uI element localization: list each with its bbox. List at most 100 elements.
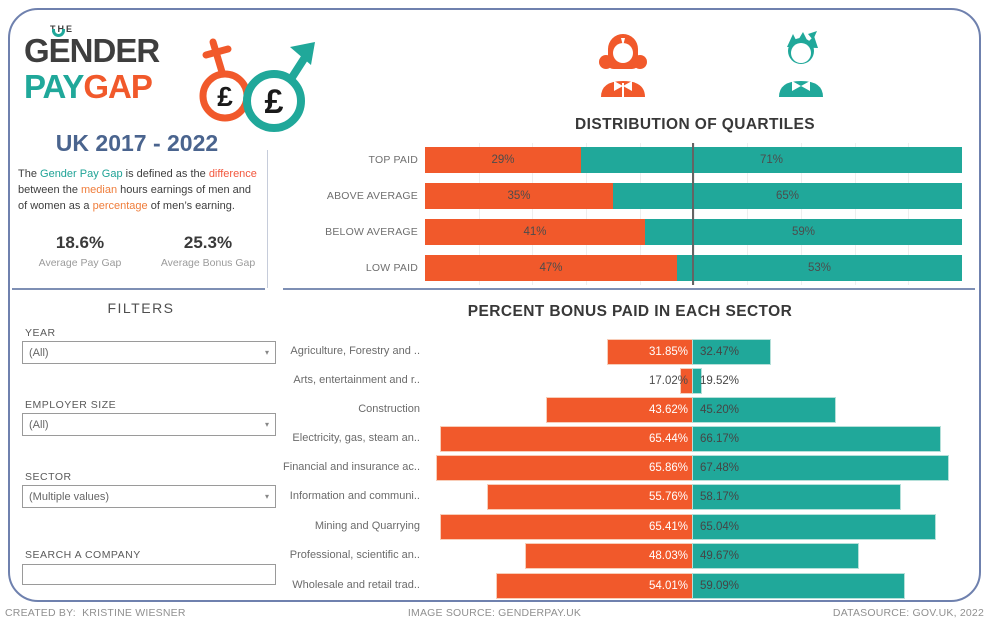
definition-text-segment: of women as a bbox=[18, 200, 93, 212]
female-bar[interactable] bbox=[608, 340, 693, 364]
employer-size-filter-dropdown[interactable]: (All) ▾ bbox=[22, 413, 276, 436]
female-bar-segment[interactable] bbox=[425, 219, 645, 245]
sector-row-label: Electricity, gas, steam an.. bbox=[292, 432, 420, 444]
definition-text-segment: percentage bbox=[92, 200, 148, 212]
male-bar[interactable] bbox=[693, 427, 940, 451]
male-value-label: 71% bbox=[759, 154, 784, 166]
quartile-row-label: LOW PAID bbox=[365, 262, 418, 274]
gender-symbols-icon: £ £ bbox=[199, 38, 315, 132]
female-value-label: 65.86% bbox=[648, 462, 688, 474]
male-value-label: 19.52% bbox=[700, 375, 740, 387]
gridline bbox=[478, 143, 480, 285]
male-bar[interactable] bbox=[693, 574, 904, 598]
filters-title: FILTERS bbox=[107, 300, 175, 316]
logo-word-pay: PAY bbox=[24, 68, 84, 105]
female-bar[interactable] bbox=[441, 515, 693, 539]
kpi-bonus-gap-label: Average Bonus Gap bbox=[160, 257, 256, 269]
dashboard-frame bbox=[8, 8, 981, 602]
kpi-pay-gap-value: 18.6% bbox=[55, 233, 105, 252]
sector-row-label: Construction bbox=[358, 403, 420, 415]
sector-row-label: Arts, entertainment and r.. bbox=[293, 374, 420, 386]
male-bar-segment[interactable] bbox=[581, 147, 962, 173]
male-value-label: 65% bbox=[775, 190, 800, 202]
sector-filter-label: SECTOR bbox=[25, 471, 72, 483]
female-bar-segment[interactable] bbox=[425, 147, 581, 173]
female-bar[interactable] bbox=[437, 456, 693, 480]
logo-word-paygap: PAYGAP bbox=[24, 68, 153, 106]
gridline bbox=[586, 143, 588, 285]
female-bar[interactable] bbox=[547, 398, 693, 422]
svg-text:£: £ bbox=[265, 83, 284, 121]
definition-text-segment: between the bbox=[18, 184, 81, 196]
male-value-label: 58.17% bbox=[700, 491, 740, 503]
gridline bbox=[532, 143, 534, 285]
male-bar-segment[interactable] bbox=[613, 183, 962, 209]
sector-row-label: Wholesale and retail trad.. bbox=[292, 579, 420, 591]
quartile-row-label: TOP PAID bbox=[368, 154, 418, 166]
male-bar-segment[interactable] bbox=[645, 219, 962, 245]
male-bar[interactable] bbox=[693, 398, 835, 422]
female-bar[interactable] bbox=[488, 485, 693, 509]
male-value-label: 45.20% bbox=[700, 404, 740, 416]
gpg-definition: The Gender Pay Gap is defined as the dif… bbox=[18, 166, 274, 214]
male-bar[interactable] bbox=[693, 485, 900, 509]
female-bar[interactable] bbox=[497, 574, 693, 598]
female-value-label: 65.44% bbox=[648, 433, 688, 445]
definition-text-segment: Gender Pay Gap bbox=[40, 168, 123, 180]
man-icon bbox=[779, 31, 823, 97]
female-value-label: 29% bbox=[491, 154, 515, 166]
sector-chart-title: PERCENT BONUS PAID IN EACH SECTOR bbox=[467, 303, 793, 320]
definition-text-segment: difference bbox=[208, 168, 257, 180]
sector-filter-value: (Multiple values) bbox=[29, 490, 110, 503]
definition-text-segment: The bbox=[18, 168, 41, 180]
svg-text:£: £ bbox=[217, 81, 233, 112]
sector-filter-dropdown[interactable]: (Multiple values) ▾ bbox=[22, 485, 276, 508]
definition-text-segment: is defined as the bbox=[122, 168, 209, 180]
male-value-label: 59% bbox=[791, 226, 816, 238]
male-value-label: 65.04% bbox=[700, 521, 740, 533]
male-bar[interactable] bbox=[693, 340, 770, 364]
chevron-down-icon: ▾ bbox=[264, 492, 269, 501]
male-bar[interactable] bbox=[693, 515, 935, 539]
kpi-bonus-gap: 25.3% Average Bonus Gap bbox=[148, 233, 268, 269]
gridline bbox=[854, 143, 856, 285]
kpi-bonus-gap-value: 25.3% bbox=[183, 233, 233, 252]
female-bar-segment[interactable] bbox=[425, 183, 613, 209]
gridline bbox=[908, 143, 910, 285]
definition-text-segment: hours earnings of men and bbox=[117, 184, 251, 196]
company-search-input[interactable] bbox=[22, 564, 276, 585]
year-filter-value: (All) bbox=[29, 346, 49, 359]
reference-line-50pct bbox=[692, 143, 694, 285]
female-bar[interactable] bbox=[441, 427, 693, 451]
year-filter-label: YEAR bbox=[25, 327, 56, 339]
employer-size-filter-label: EMPLOYER SIZE bbox=[25, 399, 117, 411]
gridline bbox=[639, 143, 641, 285]
company-search-label: SEARCH A COMPANY bbox=[25, 549, 141, 561]
quartile-row-label: ABOVE AVERAGE bbox=[326, 190, 418, 202]
male-value-label: 32.47% bbox=[700, 346, 740, 358]
sector-row-label: Financial and insurance ac.. bbox=[283, 461, 420, 473]
footer-datasource: DATASOURCE: GOV.UK, 2022 bbox=[832, 607, 984, 619]
female-bar[interactable] bbox=[526, 544, 693, 568]
chevron-down-icon: ▾ bbox=[264, 420, 269, 429]
male-value-label: 67.48% bbox=[700, 462, 740, 474]
woman-icon bbox=[599, 34, 647, 97]
employer-size-filter-value: (All) bbox=[29, 418, 49, 431]
logo-breve-accent bbox=[52, 29, 65, 37]
male-bar[interactable] bbox=[693, 369, 701, 393]
sector-row-label: Agriculture, Forestry and .. bbox=[290, 345, 420, 357]
female-bar[interactable] bbox=[681, 369, 693, 393]
male-bar-segment[interactable] bbox=[677, 255, 962, 281]
male-bar[interactable] bbox=[693, 456, 948, 480]
year-filter-dropdown[interactable]: (All) ▾ bbox=[22, 341, 276, 364]
logo-word-gender: GENDER bbox=[24, 32, 160, 69]
footer-image-source: IMAGE SOURCE: GENDERPAY.UK bbox=[407, 607, 582, 619]
female-value-label: 65.41% bbox=[648, 521, 688, 533]
kpi-pay-gap: 18.6% Average Pay Gap bbox=[25, 233, 135, 269]
male-value-label: 66.17% bbox=[700, 433, 740, 445]
female-value-label: 17.02% bbox=[648, 375, 688, 387]
female-bar-segment[interactable] bbox=[425, 255, 677, 281]
left-section-divider bbox=[12, 288, 265, 290]
male-bar[interactable] bbox=[693, 544, 858, 568]
footer-created-by: CREATED BY: KRISTINE WIESNER bbox=[5, 607, 186, 619]
